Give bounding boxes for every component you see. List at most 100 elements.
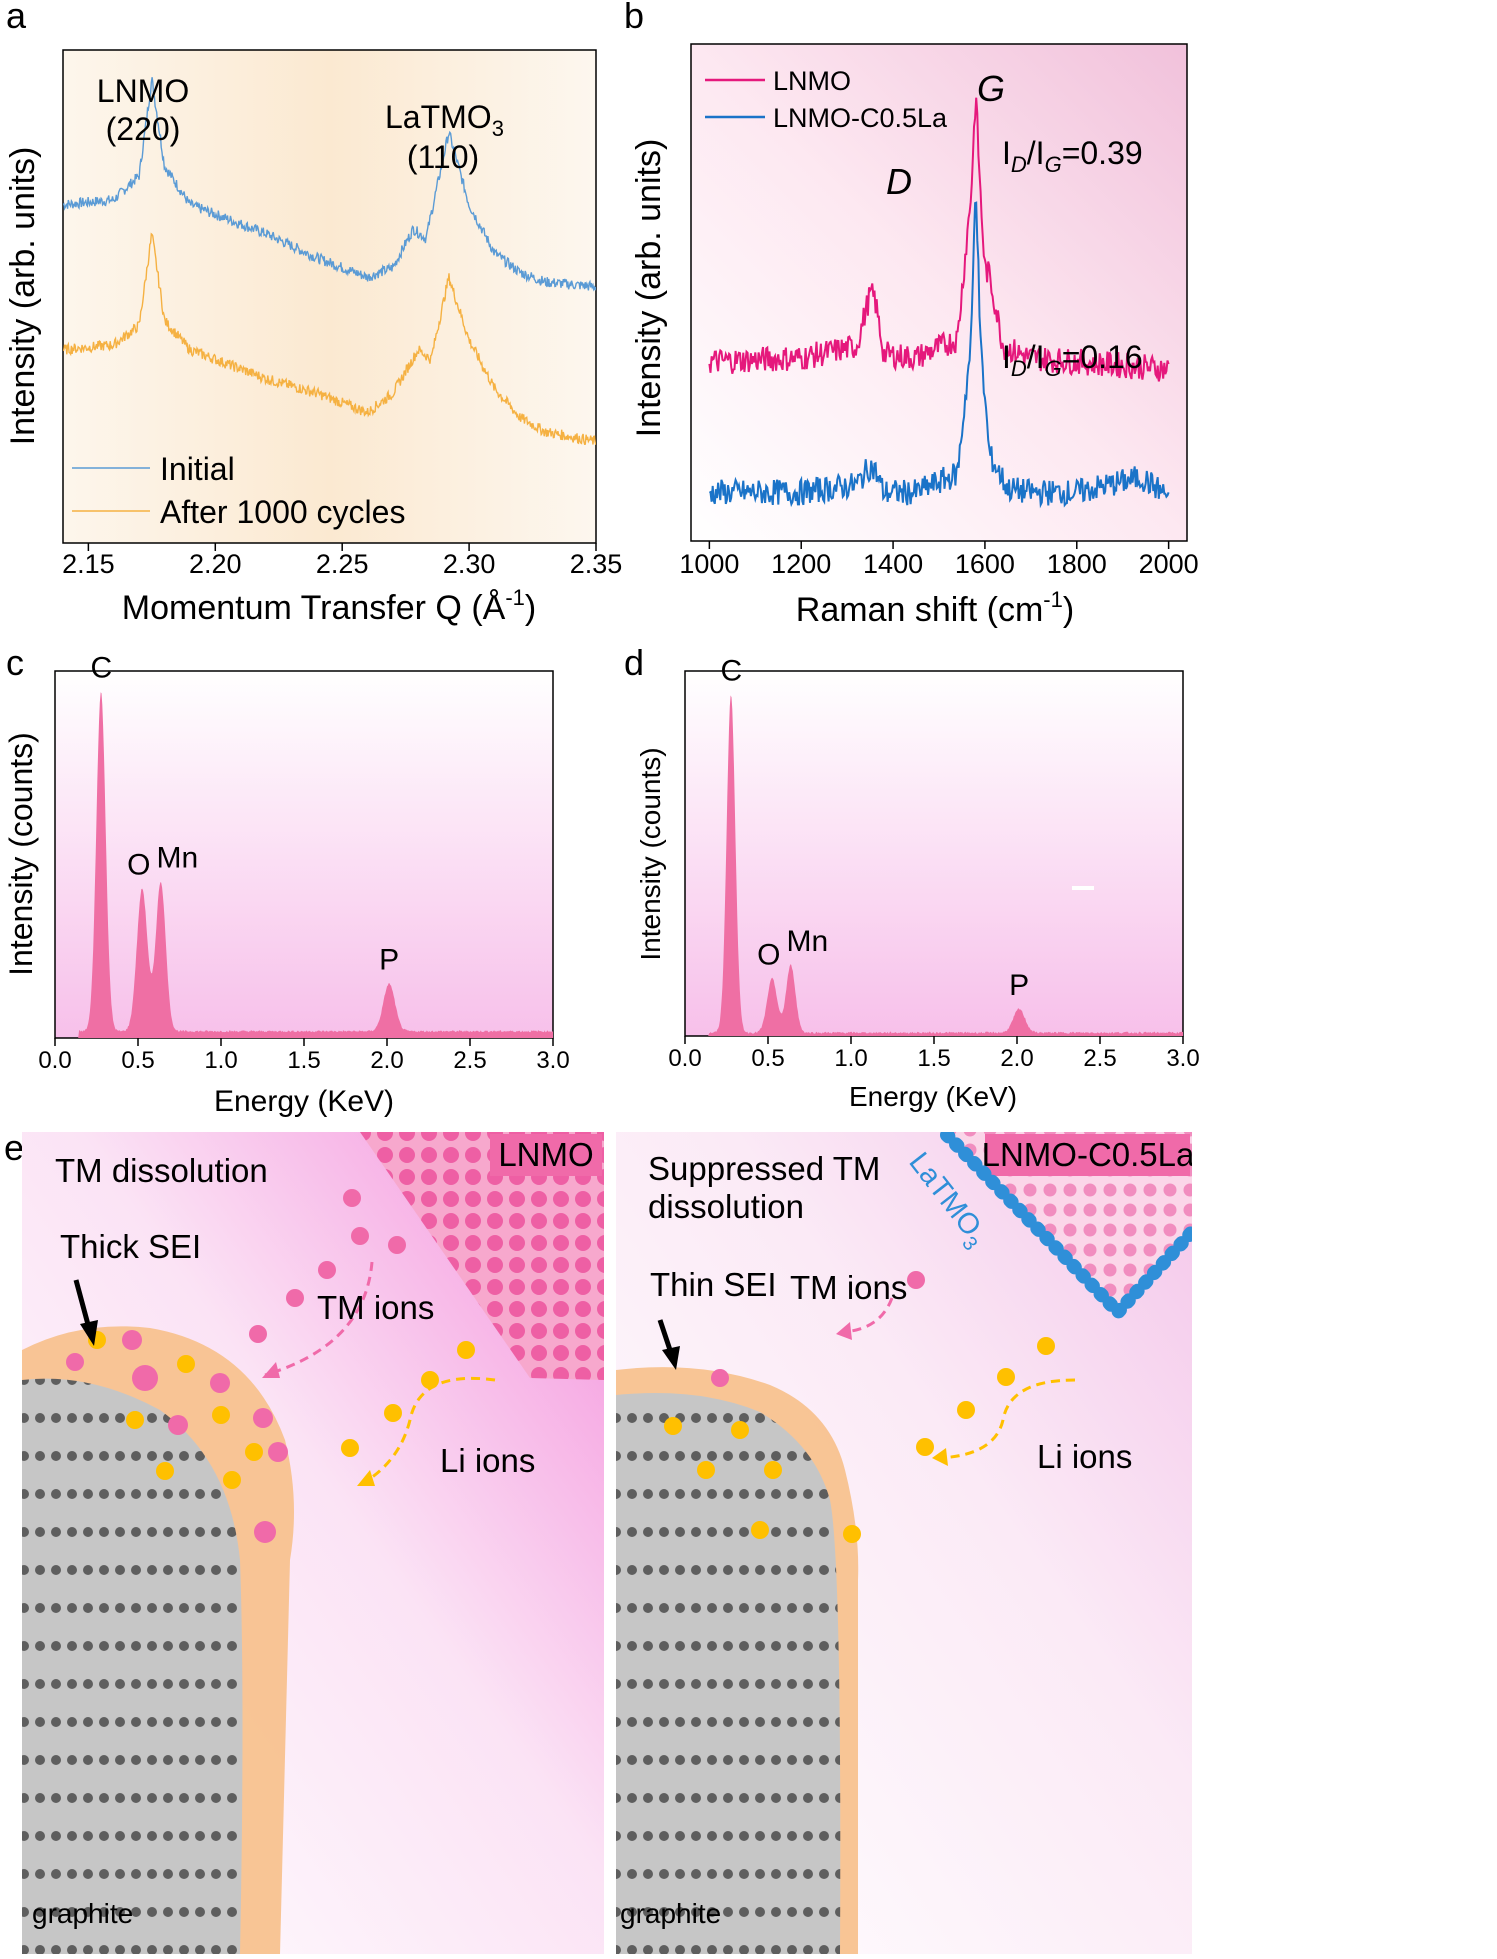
plot-area-d [684,670,1184,1037]
plot-area-b [690,43,1188,542]
li-ion-migration-arrow-right [939,1378,1076,1460]
y-axis-title-b: Intensity (arb. units) [630,139,668,438]
x-tick-label: 2.0 [1000,1045,1033,1072]
li-ion [223,1471,241,1489]
x-tick-label: 2.20 [189,549,242,579]
lnmo-badge [490,1134,602,1176]
element-label-mn: Mn [156,842,198,875]
x-tick-label: 2.5 [1083,1045,1116,1072]
x-tick-label: 0.5 [751,1045,784,1072]
peak-label-latmo3: LaTMO3 [385,99,504,141]
x-tick-label: 2.5 [453,1047,486,1074]
element-label-c: C [90,651,112,684]
li-ion [177,1355,195,1373]
tm-arrowhead-right [836,1322,852,1340]
tm-ion [249,1325,267,1343]
li-ions-right [664,1337,1055,1543]
li-ion [384,1404,402,1422]
y-axis-title-a: Intensity (arb. units) [4,147,42,446]
li-ion [457,1341,475,1359]
sei-pointer-arrowhead-left [80,1320,98,1346]
x-axis-title-c: Energy (KeV) [214,1085,394,1118]
sei-pointer-arrowhead-right [662,1346,680,1370]
x-tick-label: 1.0 [834,1045,867,1072]
x-tick-label: 2000 [1139,549,1199,579]
element-label-c: C [720,655,742,688]
li-ion [664,1417,682,1435]
panel-c: c 0.0 0.5 1.0 1.5 2.0 2.5 3.0 C O Mn P Intensity … [3,642,570,1118]
x-axis-c: 0.0 0.5 1.0 1.5 2.0 2.5 3.0 [38,1038,570,1074]
li-ion [1037,1337,1055,1355]
x-tick-label: 2.30 [443,549,496,579]
tm-ions-label-left: TM ions [317,1289,434,1326]
tm-ion [711,1369,729,1387]
li-arrowhead-right [932,1448,948,1466]
x-tick-label: 0.0 [38,1047,71,1074]
x-tick-label: 1.0 [204,1047,237,1074]
panel-letter-a: a [6,0,27,36]
li-ion [916,1438,934,1456]
peak-label-lnmo: LNMO [97,73,189,109]
lnmo-c0-5la-badge [985,1134,1190,1176]
graphite-particle-right [616,1393,841,1954]
x-tick-label: 3.0 [536,1047,569,1074]
x-axis-title-b: Raman shift (cm-1) [796,587,1074,629]
latmo3-coating [940,1132,1192,1323]
tm-ion [286,1289,304,1307]
series-line-initial [63,77,596,292]
series-line-lnmo [708,97,1170,382]
x-tick-label: 2.15 [62,549,115,579]
y-axis-title-d: Intensity (counts) [635,747,666,960]
graphite-label-right: graphite [620,1898,721,1929]
panel-b: b 1000 1200 1400 1600 1800 2000 LNMO LNMO-C0.… [624,0,1199,629]
li-ion [126,1411,144,1429]
raman-g-band-label: G [977,68,1005,109]
peak-label-220: (220) [106,111,181,147]
li-ion [156,1462,174,1480]
tm-ion [388,1236,406,1254]
element-label-mn: Mn [786,925,828,958]
x-tick-label: 1.5 [287,1047,320,1074]
tm-ion [268,1442,288,1462]
li-ion [697,1461,715,1479]
graphite-label-left: graphite [32,1898,133,1929]
x-tick-label: 2.25 [316,549,369,579]
panel-letter-e: e [4,1127,24,1168]
x-tick-label: 3.0 [1166,1045,1199,1072]
panel-letter-c: c [6,642,24,683]
x-tick-label: 0.0 [668,1045,701,1072]
tm-ion [254,1521,276,1543]
schematic-lnmo-c0-5la: LNMO-C0.5La S [616,1132,1192,1954]
tm-ion [343,1189,361,1207]
li-ion-migration-arrow [364,1376,496,1484]
legend-label-lnmo-c0-5la: LNMO-C0.5La [773,103,948,133]
suppressed-dissolution-label-1: Suppressed TM [648,1150,880,1187]
peak-label-110: (110) [407,139,479,175]
tm-ion [122,1330,142,1350]
li-arrowhead [357,1470,375,1486]
x-axis-a: 2.15 2.20 2.25 2.30 2.35 [62,543,622,579]
tm-ion [318,1261,336,1279]
li-ion [957,1401,975,1419]
li-ions-left [88,1331,475,1489]
element-label-o: O [127,848,150,881]
x-axis-title-d: Energy (KeV) [849,1081,1017,1112]
tm-ions-left [66,1189,406,1543]
legend-label-after-1000-cycles: After 1000 cycles [160,494,405,530]
x-tick-label: 1600 [955,549,1015,579]
thin-sei-label: Thin SEI [650,1266,777,1303]
white-mark [1072,886,1094,890]
x-tick-label: 1000 [679,549,739,579]
tm-ion [66,1353,84,1371]
thick-sei-label: Thick SEI [60,1228,201,1265]
suppressed-dissolution-label-2: dissolution [648,1188,804,1225]
graphite-particle-left [22,1378,243,1954]
element-label-o: O [757,939,780,972]
x-tick-label: 0.5 [121,1047,154,1074]
eds-spectrum-c [55,692,553,1038]
li-ion [997,1368,1015,1386]
plot-area-a [62,49,597,544]
tm-ion-migration-arrow-right [841,1297,894,1334]
x-tick-label: 2.0 [370,1047,403,1074]
